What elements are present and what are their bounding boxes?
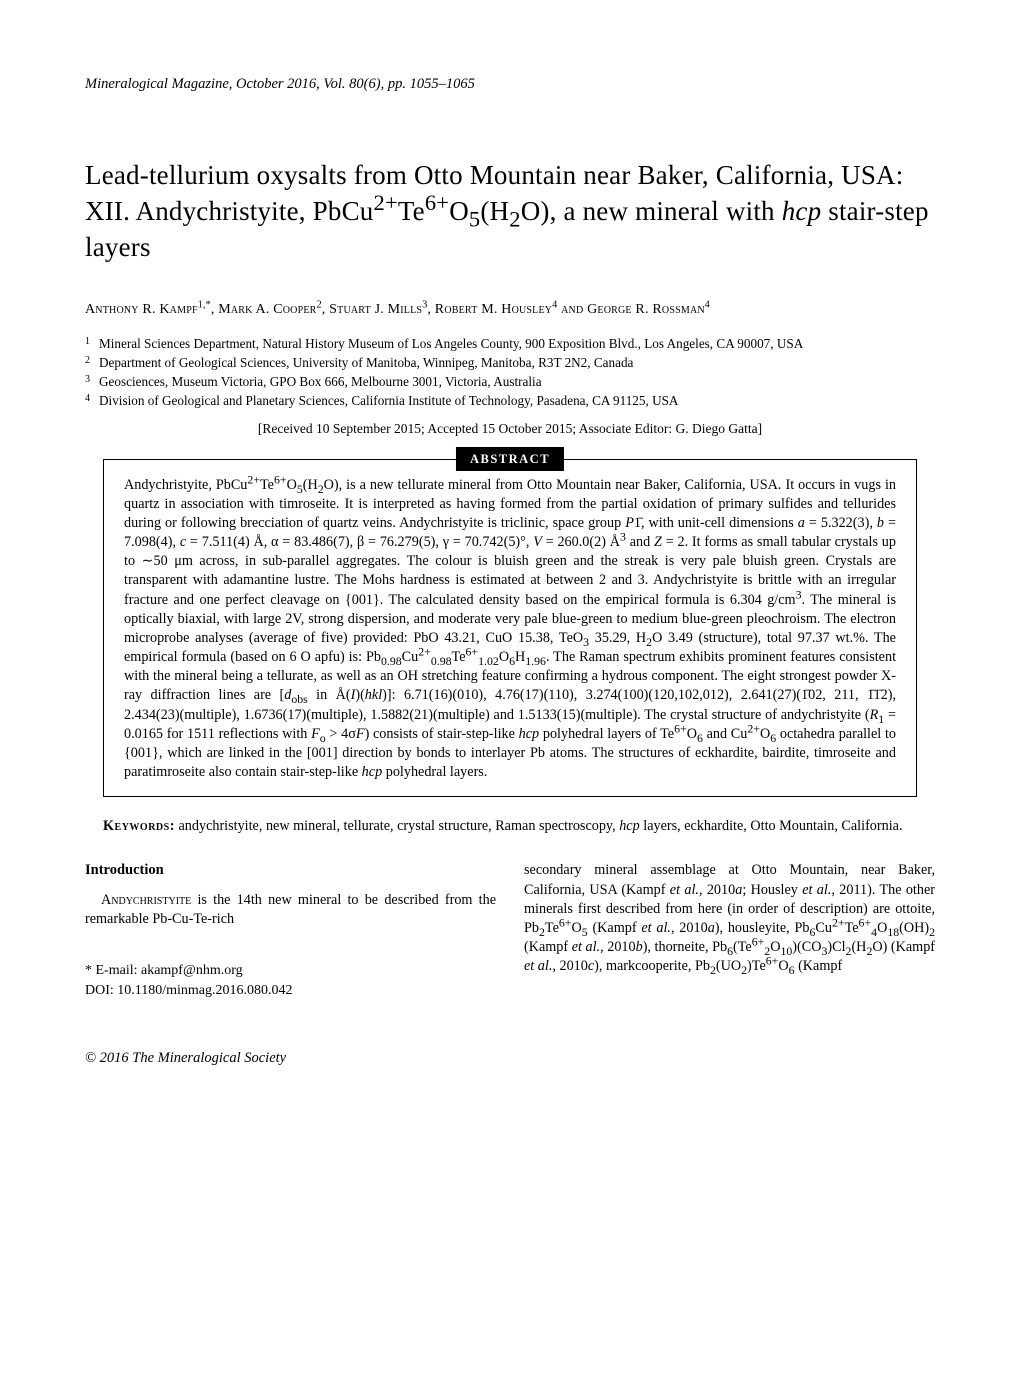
- affiliation-row: 2Department of Geological Sciences, Univ…: [85, 353, 935, 372]
- abstract-text: Andychristyite, PbCu2+Te6+O5(H2O), is a …: [124, 476, 896, 783]
- affiliation-text: Geosciences, Museum Victoria, GPO Box 66…: [99, 372, 935, 391]
- intro-para-left: Andychristyite is the 14th new mineral t…: [85, 891, 496, 929]
- body-columns: Introduction Andychristyite is the 14th …: [85, 861, 935, 1000]
- affiliation-text: Department of Geological Sciences, Unive…: [99, 353, 935, 372]
- running-head: Mineralogical Magazine, October 2016, Vo…: [85, 75, 935, 95]
- affiliation-number: 1: [85, 334, 99, 353]
- copyright: © 2016 The Mineralogical Society: [85, 1049, 935, 1069]
- affiliation-row: 4Division of Geological and Planetary Sc…: [85, 391, 935, 410]
- affiliations: 1Mineral Sciences Department, Natural Hi…: [85, 334, 935, 411]
- keywords-text: andychristyite, new mineral, tellurate, …: [175, 818, 903, 834]
- affiliation-number: 3: [85, 372, 99, 391]
- received-line: [Received 10 September 2015; Accepted 15…: [85, 420, 935, 438]
- doi: DOI: 10.1180/minmag.2016.080.042: [85, 981, 496, 1001]
- affiliation-number: 4: [85, 391, 99, 410]
- affiliation-text: Division of Geological and Planetary Sci…: [99, 391, 935, 410]
- affiliation-text: Mineral Sciences Department, Natural His…: [99, 334, 935, 353]
- affiliation-row: 1Mineral Sciences Department, Natural Hi…: [85, 334, 935, 353]
- abstract-label: ABSTRACT: [456, 447, 564, 472]
- keywords-label: Keywords:: [103, 818, 175, 834]
- affiliation-number: 2: [85, 353, 99, 372]
- abstract-box: ABSTRACT Andychristyite, PbCu2+Te6+O5(H2…: [103, 459, 917, 798]
- author-list: Anthony R. Kampf1,*, Mark A. Cooper2, St…: [85, 301, 935, 320]
- intro-para-right: secondary mineral assemblage at Otto Mou…: [524, 861, 935, 976]
- keywords: Keywords: andychristyite, new mineral, t…: [103, 817, 917, 836]
- left-column: Introduction Andychristyite is the 14th …: [85, 861, 496, 1000]
- right-column: secondary mineral assemblage at Otto Mou…: [524, 861, 935, 1000]
- intro-heading: Introduction: [85, 861, 496, 881]
- article-title: Lead-tellurium oxysalts from Otto Mounta…: [85, 157, 935, 266]
- affiliation-row: 3Geosciences, Museum Victoria, GPO Box 6…: [85, 372, 935, 391]
- corresponding-email: * E-mail: akampf@nhm.org: [85, 961, 496, 981]
